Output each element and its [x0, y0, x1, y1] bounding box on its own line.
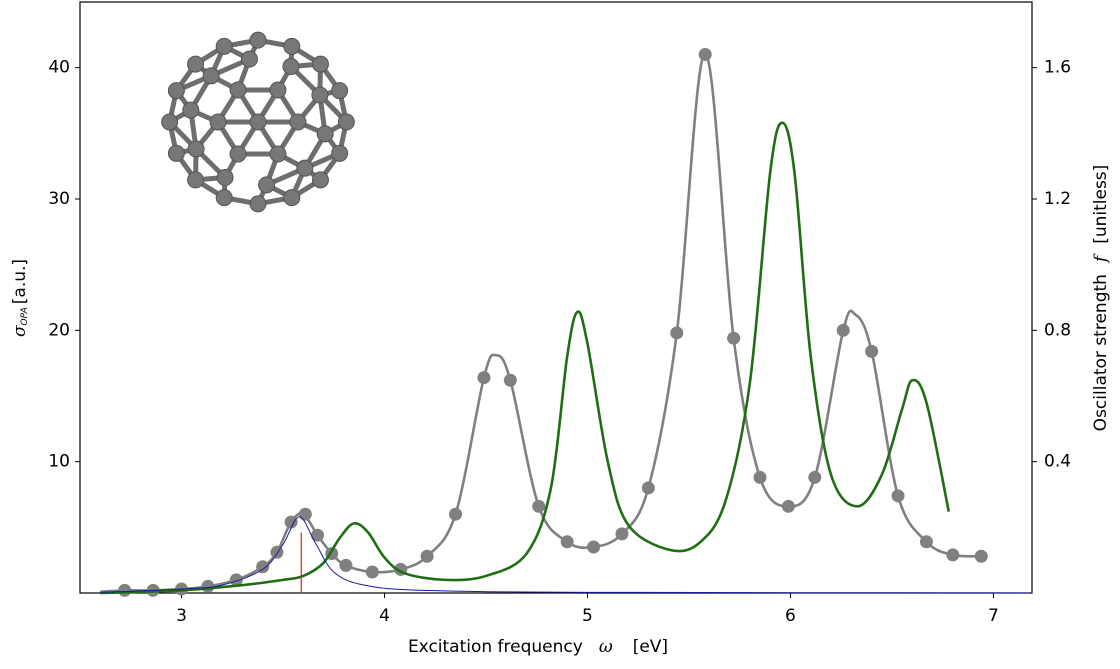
data-point — [727, 331, 741, 345]
data-point — [615, 527, 629, 541]
y2-label-symbol: f — [1091, 253, 1111, 264]
atom — [182, 101, 200, 119]
y2-tick-label: 0.8 — [1044, 320, 1071, 340]
data-point — [946, 548, 960, 562]
atom — [229, 81, 247, 99]
x-tick-label: 5 — [582, 606, 593, 626]
y2-tick-label: 0.4 — [1044, 452, 1071, 472]
plot-frame — [79, 1, 1033, 594]
data-point — [974, 549, 988, 563]
data-point — [836, 323, 850, 337]
atom — [311, 55, 329, 73]
atom — [187, 55, 205, 73]
data-point — [420, 549, 434, 563]
atom — [316, 125, 334, 143]
atom — [240, 50, 258, 68]
data-point — [284, 515, 298, 529]
atom — [249, 195, 267, 213]
y-axis-label: σOPA [a.u.] — [10, 259, 31, 337]
fullerene-illustration — [161, 31, 355, 213]
atom — [296, 159, 314, 177]
y-tick-label: 30 — [48, 189, 70, 209]
atom — [269, 145, 287, 163]
y2-label-unit: [unitless] — [1091, 165, 1111, 244]
atom — [289, 113, 307, 131]
data-point — [477, 371, 491, 385]
atom — [215, 37, 233, 55]
y-label-unit: [a.u.] — [10, 259, 30, 304]
x-label-text: Excitation frequency — [408, 637, 583, 657]
data-point — [449, 507, 463, 521]
data-point — [365, 565, 379, 579]
data-point — [891, 489, 905, 503]
x-axis-label: Excitation frequency ω [eV] — [408, 637, 668, 658]
data-point — [270, 545, 284, 559]
atom — [167, 82, 185, 100]
series-line — [100, 121, 951, 595]
y-tick-label: 10 — [48, 452, 70, 472]
data-point — [919, 535, 933, 549]
data-point — [781, 499, 795, 513]
atom — [187, 171, 205, 189]
x-label-unit: [eV] — [633, 637, 668, 657]
atom — [202, 67, 220, 85]
atom — [167, 144, 185, 162]
atom — [331, 144, 349, 162]
data-point — [310, 528, 324, 542]
data-point — [641, 481, 655, 495]
y-label-subscript: OPA — [20, 307, 30, 325]
data-point — [298, 507, 312, 521]
atom — [311, 86, 329, 104]
x-tick-label: 4 — [379, 606, 390, 626]
atom — [311, 171, 329, 189]
atom — [331, 82, 349, 100]
data-point — [560, 535, 574, 549]
atom — [249, 31, 267, 49]
x-label-symbol: ω — [599, 637, 613, 657]
atom — [209, 113, 227, 131]
y-tick-label: 20 — [48, 320, 70, 340]
y2-tick-label: 1.6 — [1044, 58, 1071, 78]
x-tick-label: 6 — [785, 606, 796, 626]
data-point — [808, 470, 822, 484]
atom — [337, 113, 355, 131]
data-point — [753, 470, 767, 484]
data-point — [698, 48, 712, 62]
y-label-symbol: σ — [10, 325, 30, 337]
y2-tick-label: 1.2 — [1044, 189, 1071, 209]
data-point — [229, 573, 243, 587]
x-tick-label: 3 — [176, 606, 187, 626]
atom — [229, 145, 247, 163]
data-point — [503, 373, 517, 387]
atom — [283, 37, 301, 55]
y2-axis-label: Oscillator strength f [unitless] — [1091, 165, 1112, 432]
data-point — [118, 583, 132, 597]
atom — [283, 189, 301, 207]
data-point — [339, 558, 353, 572]
atom — [282, 57, 300, 75]
atom — [249, 113, 267, 131]
y-tick-label: 40 — [48, 58, 70, 78]
data-point — [865, 344, 879, 358]
atom — [269, 81, 287, 99]
y2-label-text: Oscillator strength — [1091, 274, 1111, 431]
atom — [216, 169, 234, 187]
series-line — [100, 516, 1033, 594]
data-point — [256, 560, 270, 574]
atom — [215, 189, 233, 207]
x-tick-label: 7 — [988, 606, 999, 626]
atom — [187, 140, 205, 158]
atom — [258, 176, 276, 194]
data-point — [670, 326, 684, 340]
data-point — [532, 499, 546, 513]
data-point — [587, 540, 601, 554]
atom — [161, 113, 179, 131]
